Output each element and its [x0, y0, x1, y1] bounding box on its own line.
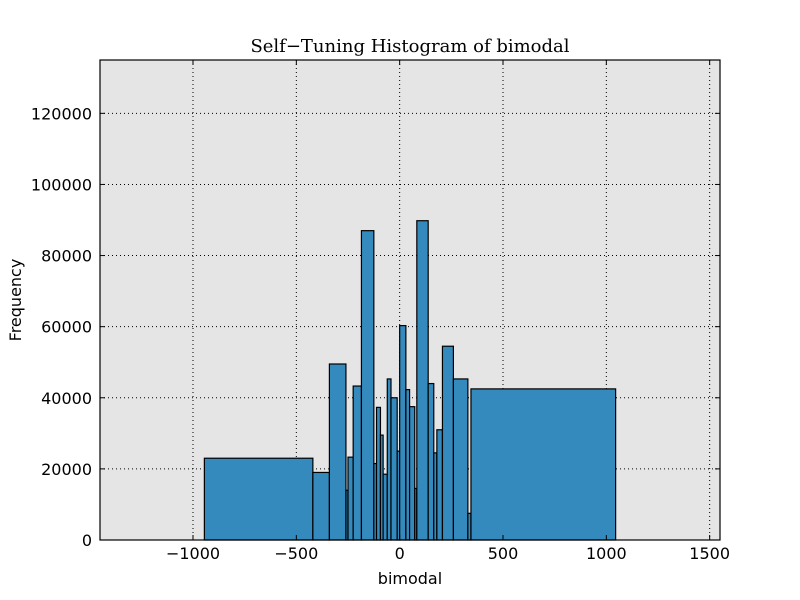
histogram-bar: [436, 429, 444, 541]
x-tick-label: 1000: [586, 544, 627, 563]
histogram-bar: [328, 363, 347, 541]
chart-title: Self−Tuning Histogram of bimodal: [250, 36, 569, 57]
ticks: [100, 60, 720, 541]
x-tick-label: 1500: [689, 544, 730, 563]
y-tick-label: 120000: [31, 104, 92, 123]
histogram-bar: [452, 378, 469, 541]
histogram-bar: [390, 397, 398, 541]
y-tick-label: 20000: [41, 460, 92, 479]
y-tick-label: 80000: [41, 247, 92, 266]
y-tick-label: 60000: [41, 318, 92, 337]
x-axis-label: bimodal: [378, 569, 442, 588]
histogram-bar: [427, 382, 435, 541]
histogram-bar: [360, 230, 375, 541]
tick-labels: −1000 −500 0 500 1000 1500 0 20000 40000 60000 800…: [31, 104, 730, 563]
y-tick-label: 100000: [31, 175, 92, 194]
plot-frame: [99, 59, 721, 541]
x-tick-label: −1000: [166, 544, 220, 563]
histogram-bar: [312, 471, 331, 541]
y-tick-label: 40000: [41, 389, 92, 408]
x-tick-label: −500: [274, 544, 318, 563]
histogram-bar: [399, 325, 407, 541]
histogram-bar: [470, 388, 617, 541]
histogram-bar: [416, 220, 429, 541]
histogram-bar: [203, 457, 314, 541]
histogram-bar: [347, 456, 354, 541]
x-tick-label: 0: [395, 544, 405, 563]
y-axis-label: Frequency: [6, 259, 25, 342]
histogram-bar: [408, 406, 416, 541]
histogram-bar: [441, 345, 454, 541]
histogram-bar: [382, 473, 388, 541]
histogram-bar: [352, 385, 363, 541]
x-tick-label: 500: [488, 544, 519, 563]
bars: [203, 220, 617, 541]
y-tick-label: 0: [82, 531, 92, 550]
